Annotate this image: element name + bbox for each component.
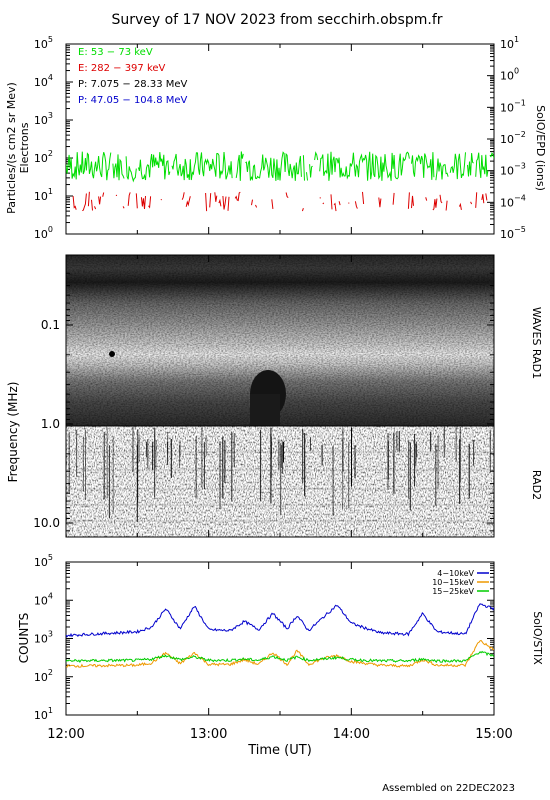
stix-tick-label: 101 bbox=[34, 706, 53, 722]
freq-tick-10-0: 10.0 bbox=[33, 516, 60, 530]
legend-entry-e-282-397: E: 282 − 397 keV bbox=[78, 63, 166, 74]
epd-right-tick-label: 10−2 bbox=[500, 130, 526, 146]
waves-ylabel: Frequency (MHz) bbox=[6, 382, 20, 483]
stix-series-10-15kev bbox=[66, 639, 494, 668]
epd-series-e-53-73 bbox=[66, 151, 494, 183]
stix-tick-label: 105 bbox=[34, 553, 53, 569]
epd-right-tick-label: 101 bbox=[500, 35, 519, 51]
epd-left-tick-label: 104 bbox=[34, 73, 53, 89]
rad2-texture bbox=[66, 426, 494, 537]
rad2-type3-lines bbox=[66, 426, 494, 523]
stix-y-axis: 101 102 103 104 105 bbox=[34, 553, 494, 722]
epd-series-group bbox=[66, 151, 494, 212]
epd-legend: E: 53 − 73 keV E: 282 − 397 keV P: 7.075… bbox=[78, 47, 188, 106]
legend-entry-p-47-104: P: 47.05 − 104.8 MeV bbox=[78, 95, 188, 106]
time-tick-label: 12:00 bbox=[47, 727, 84, 742]
time-tick-label: 13:00 bbox=[190, 727, 227, 742]
rad1-burst-tail bbox=[250, 394, 280, 426]
time-tick-label: 14:00 bbox=[333, 727, 370, 742]
epd-right-tick-label: 10−4 bbox=[500, 193, 526, 209]
stix-series-4-10kev bbox=[66, 603, 494, 638]
epd-left-tick-label: 102 bbox=[34, 149, 53, 165]
epd-right-label: SolO/EPD (ions) bbox=[534, 105, 547, 191]
epd-left-tick-label: 105 bbox=[34, 35, 53, 51]
stix-series-group bbox=[66, 603, 494, 668]
rad1-dot bbox=[109, 351, 115, 357]
epd-left-tick-label: 101 bbox=[34, 187, 53, 203]
stix-tick-label: 104 bbox=[34, 591, 53, 607]
figure-title: Survey of 17 NOV 2023 from secchirh.obsp… bbox=[111, 12, 442, 28]
epd-left-tick-label: 103 bbox=[34, 111, 53, 127]
epd-right-tick-label: 10−1 bbox=[500, 98, 526, 114]
stix-tick-label: 102 bbox=[34, 668, 53, 684]
stix-tick-label: 103 bbox=[34, 630, 53, 646]
epd-right-tick-label: 10−3 bbox=[500, 162, 526, 178]
epd-x-ticks bbox=[65, 44, 495, 234]
stix-plot-frame bbox=[65, 561, 495, 716]
rad2-label: RAD2 bbox=[530, 470, 543, 500]
time-tick-label: 15:00 bbox=[475, 727, 512, 742]
rad1-label: WAVES RAD1 bbox=[530, 307, 543, 379]
legend-entry-p-7-28: P: 7.075 − 28.33 MeV bbox=[78, 79, 188, 90]
freq-tick-1-0: 1.0 bbox=[41, 417, 60, 431]
waves-y-axis bbox=[66, 272, 494, 532]
stix-ylabel: COUNTS bbox=[17, 613, 31, 664]
epd-left-tick-label: 100 bbox=[34, 225, 53, 241]
stix-legend-label: 10−15keV bbox=[432, 578, 474, 587]
stix-series-15-25kev bbox=[66, 650, 494, 663]
epd-plot-frame bbox=[65, 43, 495, 235]
stix-x-axis: 12:00 13:00 14:00 15:00 bbox=[47, 562, 513, 742]
footer-assembled: Assembled on 22DEC2023 bbox=[382, 783, 515, 794]
epd-ylabel-line1: Particles/(s cm2 sr Mev) bbox=[5, 82, 18, 214]
stix-legend-label: 15−25keV bbox=[432, 587, 474, 596]
epd-right-axis: 10−5 10−4 10−3 10−2 10−1 100 101 bbox=[487, 35, 526, 241]
legend-entry-e-53-73: E: 53 − 73 keV bbox=[78, 47, 153, 58]
epd-ylabel-line2: Electrons bbox=[18, 122, 31, 173]
waves-panel: 0.1 1.0 10.0 Frequency (MHz) WAVES RAD1 … bbox=[6, 254, 543, 538]
stix-right-label: SolO/STIX bbox=[531, 611, 544, 665]
stix-panel: 101 102 103 104 105 12:00 13:00 14:00 15:00 4−1… bbox=[17, 553, 544, 758]
waves-x-ticks bbox=[65, 255, 495, 537]
freq-tick-0-1: 0.1 bbox=[41, 318, 60, 332]
epd-right-tick-label: 10−5 bbox=[500, 225, 526, 241]
x-axis-label: Time (UT) bbox=[247, 743, 312, 758]
stix-legend-label: 4−10keV bbox=[437, 569, 474, 578]
epd-right-tick-label: 100 bbox=[500, 67, 519, 83]
